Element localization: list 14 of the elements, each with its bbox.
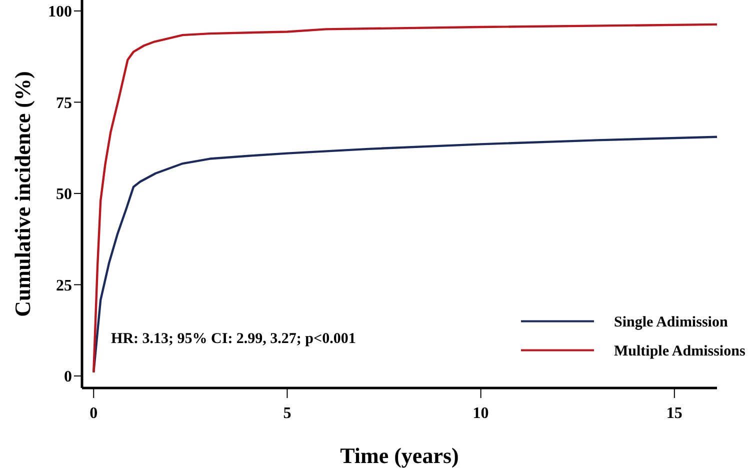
y-tick-label: 25 (56, 277, 72, 294)
y-tick-label: 0 (64, 368, 72, 386)
y-axis-title: Cumulative incidence (%) (10, 71, 35, 317)
y-tick-label: 50 (56, 186, 72, 204)
y-tick-label: 75 (56, 94, 72, 112)
y-tick-label: 100 (48, 4, 72, 21)
x-tick-label: 15 (666, 405, 682, 422)
x-tick-label: 10 (472, 405, 489, 422)
x-axis-title: Time (years) (340, 443, 459, 468)
legend-label: Single Adimission (614, 314, 728, 330)
annotation: HR: 3.13; 95% CI: 2.99, 3.27; p<0.001 (111, 331, 356, 348)
x-tick-label: 0 (90, 405, 98, 422)
legend-label: Multiple Admissions (614, 343, 746, 360)
x-tick-label: 5 (283, 405, 292, 422)
